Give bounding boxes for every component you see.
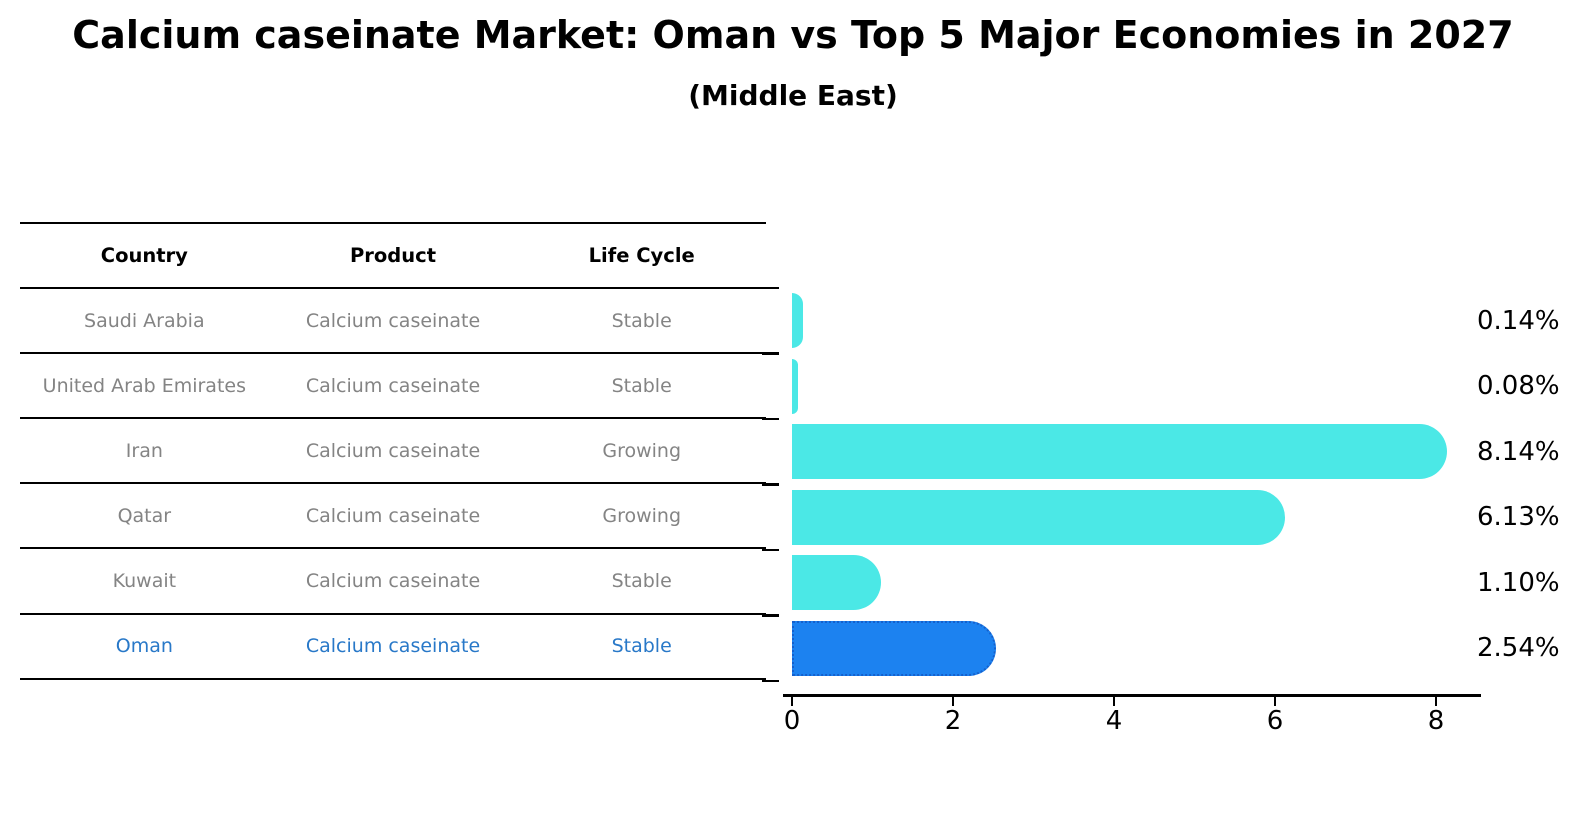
y-tick: [762, 548, 779, 552]
bar-value-label: 1.10%: [1477, 567, 1560, 598]
cell-country: Iran: [125, 439, 163, 462]
x-tick-label: 8: [1427, 706, 1445, 736]
table-row: United Arab Emirates Calcium caseinate S…: [20, 354, 766, 420]
table-row: Saudi Arabia Calcium caseinate Stable: [20, 289, 766, 355]
y-tick: [762, 483, 779, 486]
bar: [792, 620, 997, 676]
x-tick-label: 2: [944, 706, 962, 736]
y-tick: [762, 286, 779, 290]
bar: [792, 555, 881, 611]
x-tick-label: 6: [1266, 706, 1284, 736]
cell-country: Oman: [115, 635, 173, 658]
cell-product: Calcium caseinate: [305, 635, 481, 658]
x-tick: [1434, 696, 1438, 706]
cell-lifecycle: Stable: [611, 570, 672, 593]
bar-plot-area: [792, 288, 1486, 681]
x-tick: [1112, 696, 1116, 706]
y-tick: [762, 679, 779, 683]
cell-lifecycle: Growing: [602, 439, 682, 462]
bar-value-label: 6.13%: [1477, 502, 1560, 533]
x-tick-label: 4: [1105, 706, 1123, 736]
y-tick: [762, 352, 779, 355]
cell-lifecycle: Stable: [611, 635, 672, 658]
bar-value-label: 2.54%: [1477, 633, 1560, 664]
table-row: Kuwait Calcium caseinate Stable: [20, 549, 766, 615]
table-row: Iran Calcium caseinate Growing: [20, 419, 766, 485]
table-rows: Saudi Arabia Calcium caseinate Stable Un…: [20, 289, 766, 680]
x-tick-label: 0: [783, 706, 801, 736]
bar-value-label: 0.08%: [1477, 371, 1560, 402]
cell-country: United Arab Emirates: [42, 374, 246, 397]
bar: [792, 424, 1448, 480]
bar-value-label: 0.14%: [1477, 305, 1560, 336]
country-table: Country Product Life Cycle Saudi Arabia …: [20, 222, 766, 680]
cell-country: Qatar: [117, 504, 172, 527]
cell-product: Calcium caseinate: [305, 439, 481, 462]
table-row: Qatar Calcium caseinate Growing: [20, 484, 766, 550]
x-tick: [951, 696, 955, 706]
y-tick: [762, 417, 779, 421]
bar: [792, 358, 799, 414]
cell-product: Calcium caseinate: [305, 374, 481, 397]
x-tick: [1273, 696, 1277, 706]
cell-product: Calcium caseinate: [305, 570, 481, 593]
bar: [792, 293, 804, 349]
cell-country: Saudi Arabia: [84, 309, 205, 332]
y-tick: [762, 614, 779, 617]
column-header-product: Product: [349, 244, 437, 268]
table-header-row: Country Product Life Cycle: [20, 224, 766, 290]
cell-product: Calcium caseinate: [305, 309, 481, 332]
column-header-lifecycle: Life Cycle: [588, 244, 695, 268]
x-axis-line: [783, 694, 1481, 697]
table-row: Oman Calcium caseinate Stable: [20, 615, 766, 680]
cell-product: Calcium caseinate: [305, 504, 481, 527]
x-tick: [790, 696, 794, 706]
bar: [792, 489, 1286, 545]
chart-subtitle: (Middle East): [688, 79, 898, 112]
bar-value-label: 8.14%: [1477, 436, 1560, 467]
cell-country: Kuwait: [112, 570, 177, 593]
cell-lifecycle: Stable: [611, 309, 672, 332]
chart-title: Calcium caseinate Market: Oman vs Top 5 …: [72, 13, 1514, 57]
column-header-country: Country: [100, 244, 188, 268]
cell-lifecycle: Stable: [611, 374, 672, 397]
cell-lifecycle: Growing: [602, 504, 682, 527]
